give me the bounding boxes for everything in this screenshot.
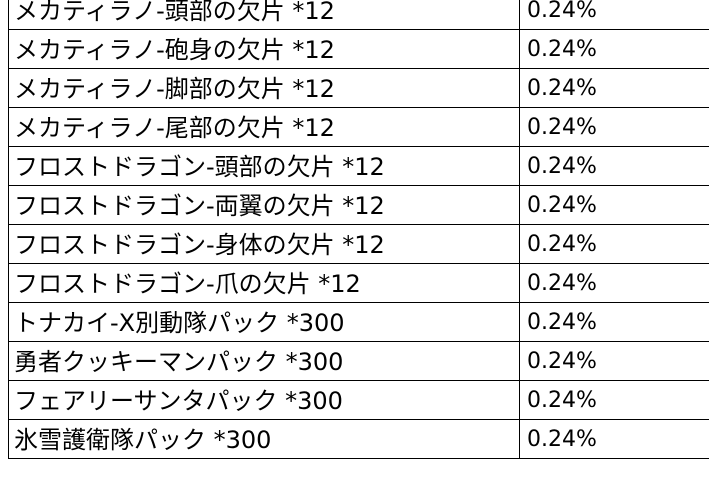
column-divider bbox=[519, 381, 520, 420]
column-divider bbox=[519, 420, 520, 459]
table-row[interactable]: 氷雪護衛隊パック *300 0.24% bbox=[8, 420, 709, 459]
item-name-cell[interactable]: フェアリーサンタパック *300 bbox=[14, 387, 343, 415]
table-row[interactable]: メカティラノ-脚部の欠片 *12 0.24% bbox=[8, 69, 709, 108]
drop-rate-cell[interactable]: 0.24% bbox=[527, 115, 597, 140]
item-name-cell[interactable]: フロストドラゴン-頭部の欠片 *12 bbox=[14, 153, 385, 181]
drop-rate-cell[interactable]: 0.24% bbox=[527, 310, 597, 335]
table-row[interactable]: 勇者クッキーマンパック *300 0.24% bbox=[8, 342, 709, 381]
drop-rate-cell[interactable]: 0.24% bbox=[527, 427, 597, 452]
column-divider bbox=[519, 147, 520, 186]
item-name-cell[interactable]: メカティラノ-尾部の欠片 *12 bbox=[14, 114, 335, 142]
table-row[interactable]: フロストドラゴン-頭部の欠片 *12 0.24% bbox=[8, 147, 709, 186]
table-row[interactable]: トナカイ-X別動隊パック *300 0.24% bbox=[8, 303, 709, 342]
drop-rate-cell[interactable]: 0.24% bbox=[527, 0, 597, 23]
drop-rate-cell[interactable]: 0.24% bbox=[527, 349, 597, 374]
item-name-cell[interactable]: フロストドラゴン-両翼の欠片 *12 bbox=[14, 192, 385, 220]
column-divider bbox=[519, 186, 520, 225]
column-divider bbox=[519, 225, 520, 264]
item-name-cell[interactable]: フロストドラゴン-爪の欠片 *12 bbox=[14, 270, 361, 298]
column-divider bbox=[519, 303, 520, 342]
column-divider bbox=[519, 264, 520, 303]
item-name-cell[interactable]: メカティラノ-脚部の欠片 *12 bbox=[14, 75, 335, 103]
drop-rate-cell[interactable]: 0.24% bbox=[527, 232, 597, 257]
table-row[interactable]: フェアリーサンタパック *300 0.24% bbox=[8, 381, 709, 420]
column-divider bbox=[519, 108, 520, 147]
column-divider bbox=[519, 342, 520, 381]
column-divider bbox=[519, 0, 520, 30]
item-name-cell[interactable]: 勇者クッキーマンパック *300 bbox=[14, 348, 344, 376]
drop-rate-cell[interactable]: 0.24% bbox=[527, 388, 597, 413]
item-name-cell[interactable]: トナカイ-X別動隊パック *300 bbox=[14, 309, 345, 337]
item-name-cell[interactable]: メカティラノ-頭部の欠片 *12 bbox=[14, 0, 335, 25]
drop-rate-cell[interactable]: 0.24% bbox=[527, 271, 597, 296]
drop-rate-cell[interactable]: 0.24% bbox=[527, 76, 597, 101]
drop-rate-cell[interactable]: 0.24% bbox=[527, 154, 597, 179]
table-row[interactable]: フロストドラゴン-爪の欠片 *12 0.24% bbox=[8, 264, 709, 303]
table-row[interactable]: フロストドラゴン-両翼の欠片 *12 0.24% bbox=[8, 186, 709, 225]
table-row[interactable]: フロストドラゴン-身体の欠片 *12 0.24% bbox=[8, 225, 709, 264]
item-name-cell[interactable]: 氷雪護衛隊パック *300 bbox=[14, 426, 272, 454]
item-name-cell[interactable]: フロストドラゴン-身体の欠片 *12 bbox=[14, 231, 385, 259]
column-divider bbox=[519, 30, 520, 69]
table-row[interactable]: メカティラノ-砲身の欠片 *12 0.24% bbox=[8, 30, 709, 69]
table-row[interactable]: メカティラノ-頭部の欠片 *12 0.24% bbox=[8, 0, 709, 30]
drop-rate-cell[interactable]: 0.24% bbox=[527, 37, 597, 62]
drop-rate-cell[interactable]: 0.24% bbox=[527, 193, 597, 218]
item-name-cell[interactable]: メカティラノ-砲身の欠片 *12 bbox=[14, 36, 335, 64]
column-divider bbox=[519, 69, 520, 108]
table-row[interactable]: メカティラノ-尾部の欠片 *12 0.24% bbox=[8, 108, 709, 147]
